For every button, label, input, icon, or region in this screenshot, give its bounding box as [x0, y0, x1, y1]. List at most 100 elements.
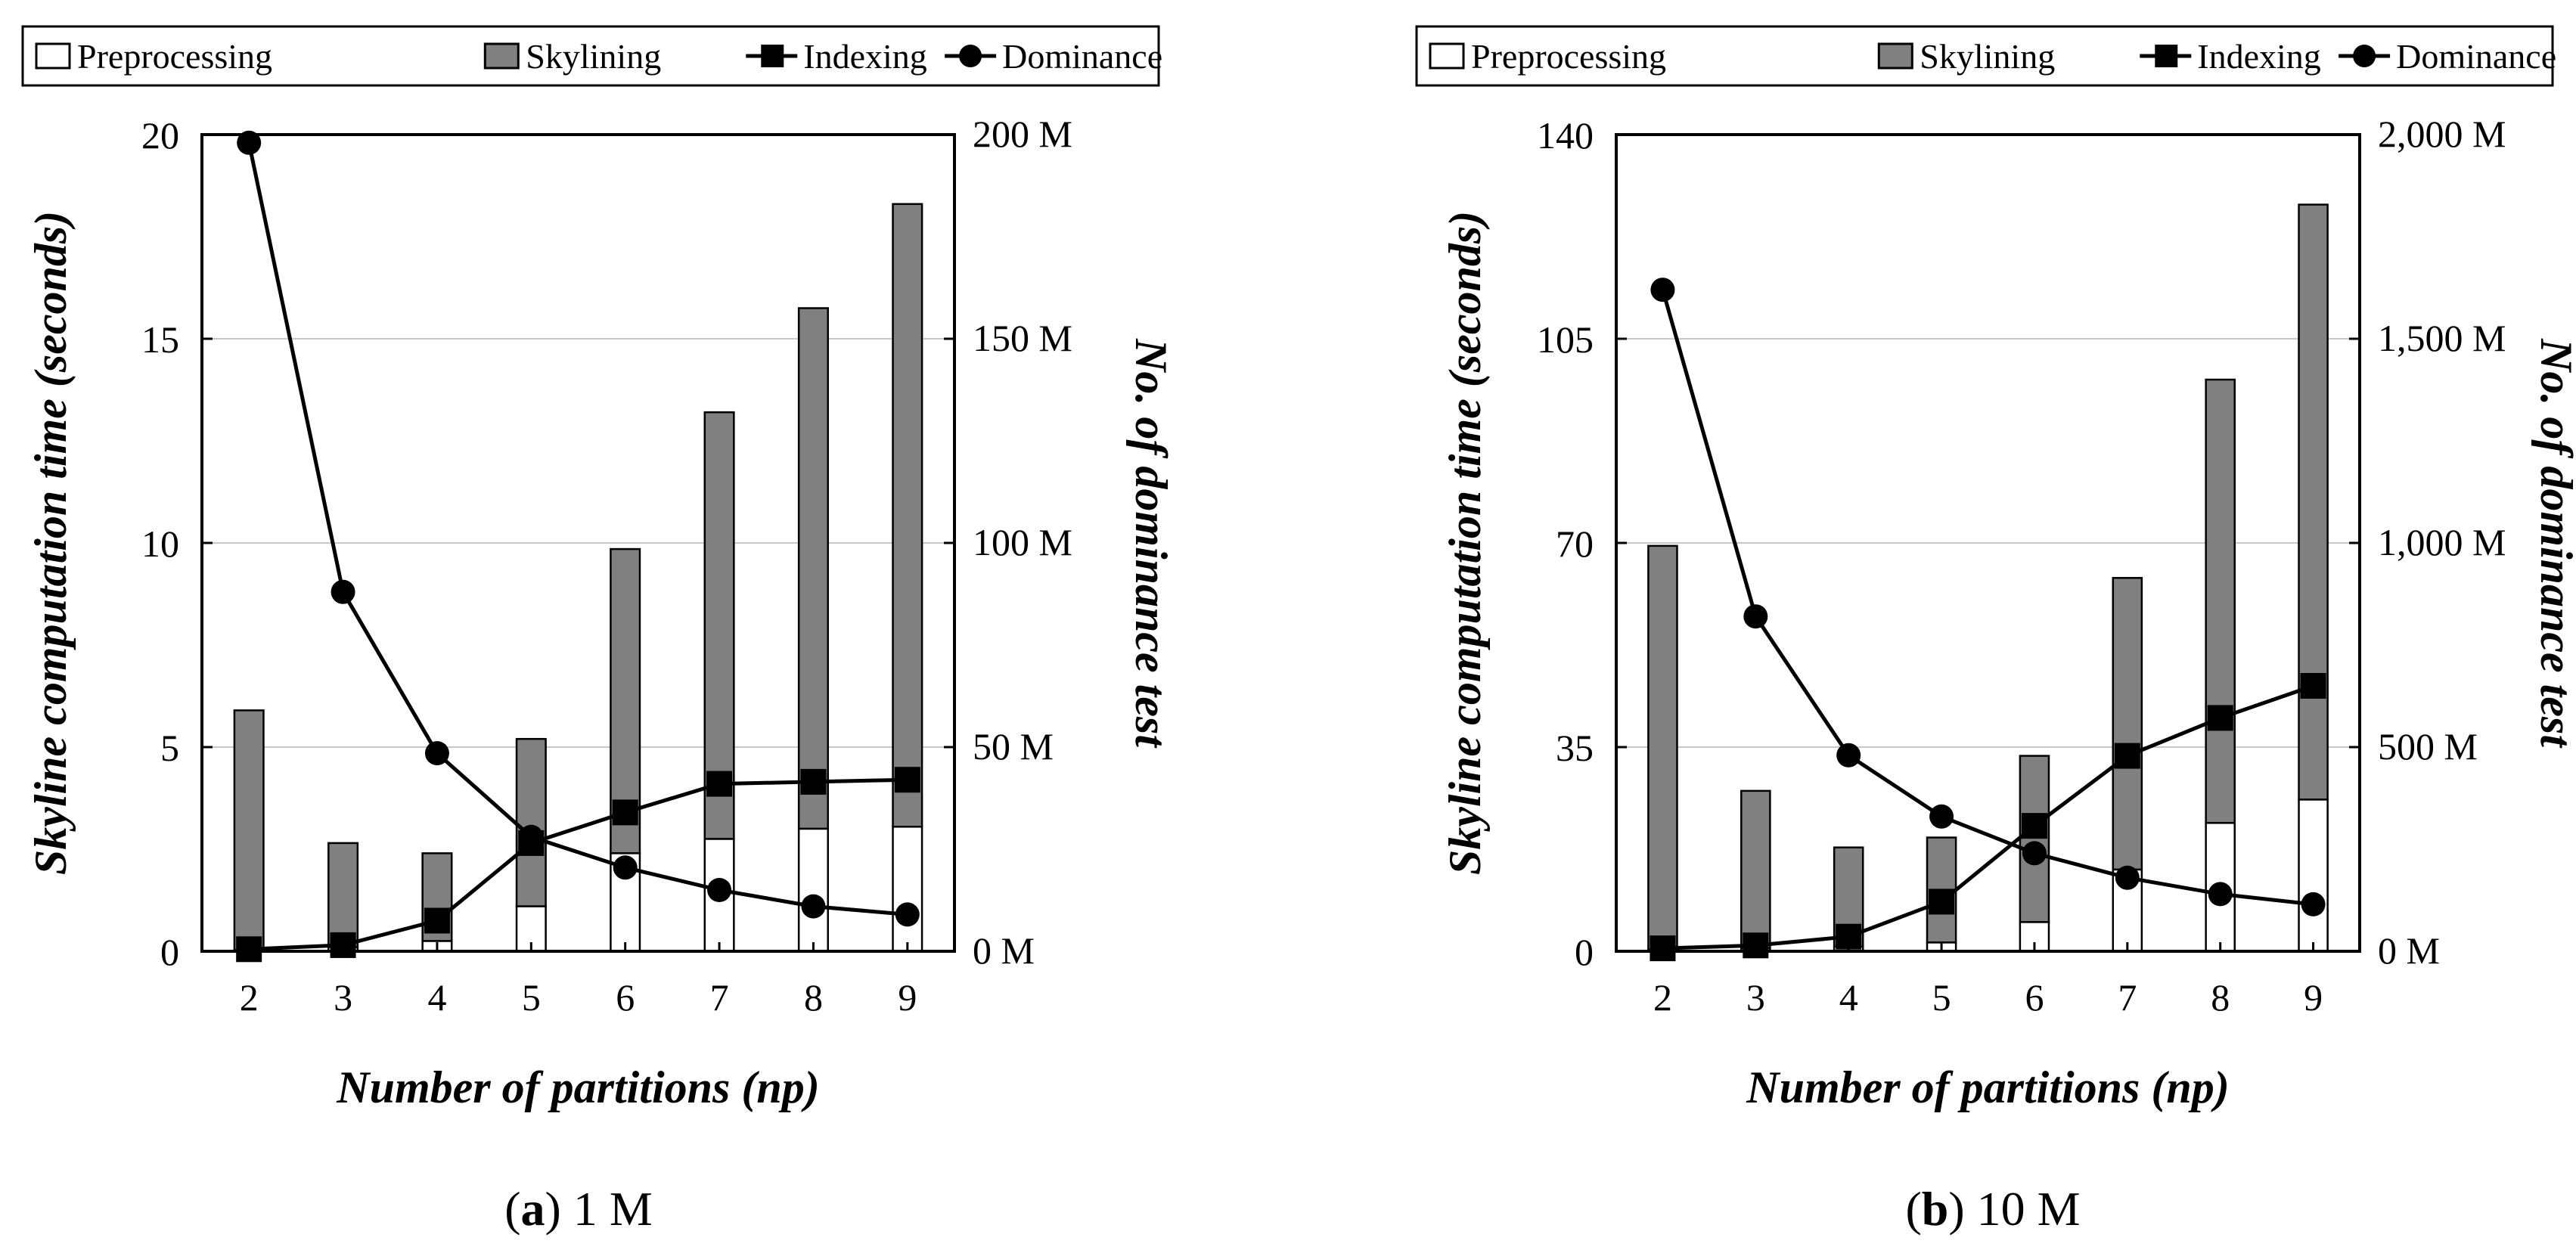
bar-skylining: [892, 203, 923, 828]
x-tick-label: 2: [1653, 976, 1672, 1019]
indexing-point: [800, 768, 827, 795]
line-square-marker-icon: [2155, 45, 2178, 67]
legend-item-preprocessing: Preprocessing: [1429, 37, 1666, 76]
dominance-point: [613, 855, 638, 880]
bar-skylining: [2112, 577, 2143, 871]
indexing-point: [1929, 889, 1955, 915]
x-tick-label: 6: [2025, 976, 2044, 1019]
x-tick-label: 8: [804, 976, 823, 1019]
legend-label: Indexing: [2197, 37, 2321, 76]
caption-letter: a: [521, 1182, 545, 1236]
y2-tick-label: 0 M: [973, 929, 1035, 972]
dominance-point: [519, 824, 544, 849]
dominance-line: [1661, 289, 2314, 907]
white-box-icon: [35, 42, 71, 70]
bar-preprocessing: [892, 826, 923, 953]
bar-skylining: [327, 842, 359, 948]
caption-text: ) 10 M: [1948, 1182, 2080, 1236]
y-tick-label: 0: [1575, 931, 1594, 973]
x-tick-label: 4: [1839, 976, 1858, 1019]
x-axis-title: Number of partitions (np): [1746, 1062, 2229, 1112]
dominance-point: [2115, 865, 2140, 890]
y-axis-title: Skyline computation time (seconds): [26, 211, 76, 875]
indexing-line: [249, 777, 908, 951]
y-tick-label: 140: [1537, 114, 1594, 157]
legend-item-indexing: Indexing: [2140, 37, 2321, 76]
y-tick-label: 5: [160, 727, 179, 769]
dominance-point: [2208, 882, 2233, 907]
x-tick-label: 6: [616, 976, 635, 1019]
legend-item-dominance: Dominance: [2339, 37, 2556, 76]
y2-tick-label: 100 M: [973, 521, 1072, 563]
legend-label: Preprocessing: [1471, 37, 1666, 76]
legend: Preprocessing Skylining Indexing Dominance: [21, 25, 1162, 87]
bar-skylining: [1740, 789, 1771, 950]
legend-label: Skylining: [526, 37, 661, 76]
dominance-point: [1650, 278, 1675, 302]
panel-caption: (a) 1 M: [504, 1182, 653, 1236]
dominance-point: [2301, 892, 2326, 916]
y-tick-label: 105: [1537, 318, 1594, 361]
dominance-point: [1743, 604, 1768, 629]
y2-axis-title: No. of dominance test: [1126, 338, 1176, 749]
legend-item-skylining: Skylining: [483, 37, 661, 76]
y2-tick-label: 1,500 M: [2378, 317, 2506, 359]
dominance-line: [247, 142, 908, 916]
y-tick-label: 35: [1556, 727, 1594, 769]
y-axis-title: Skyline computation time (seconds): [1440, 211, 1490, 875]
bar-skylining: [703, 411, 735, 840]
caption-open: (: [1905, 1182, 1921, 1236]
bar-skylining: [797, 307, 829, 830]
y2-tick-label: 50 M: [973, 725, 1054, 768]
indexing-point: [2114, 743, 2140, 769]
x-tick-label: 9: [898, 976, 917, 1019]
legend-item-indexing: Indexing: [746, 37, 927, 76]
indexing-point: [612, 799, 638, 826]
dominance-point: [895, 902, 920, 927]
gray-box-icon: [483, 42, 520, 70]
y-tick-label: 15: [141, 318, 179, 361]
x-tick-label: 3: [334, 976, 352, 1019]
panel-caption: (b) 10 M: [1905, 1182, 2080, 1236]
x-tick-label: 5: [1932, 976, 1951, 1019]
y2-tick-label: 2,000 M: [2378, 113, 2506, 155]
dominance-point: [237, 130, 262, 155]
x-tick-label: 3: [1746, 976, 1765, 1019]
y-tick-label: 10: [141, 523, 179, 565]
panel-a: Preprocessing Skylining Indexing Dominance 0…: [21, 25, 1176, 1236]
x-axis-title: Number of partitions (np): [336, 1062, 819, 1112]
dominance-point: [1929, 804, 1954, 829]
line-circle-marker-icon: [959, 45, 982, 67]
indexing-point: [2300, 673, 2326, 699]
y2-tick-label: 0 M: [2378, 929, 2440, 972]
x-tick-label: 8: [2211, 976, 2230, 1019]
indexing-point: [706, 771, 733, 797]
white-box-icon: [1429, 42, 1465, 70]
y2-tick-label: 500 M: [2378, 725, 2478, 768]
dominance-point: [331, 579, 355, 604]
caption-letter: b: [1922, 1182, 1949, 1236]
y2-axis-title: No. of dominance test: [2531, 338, 2576, 749]
x-tick-label: 9: [2304, 976, 2323, 1019]
legend-label: Preprocessing: [77, 37, 272, 76]
x-tick-label: 4: [427, 976, 446, 1019]
y2-tick-label: 1,000 M: [2378, 521, 2506, 563]
legend-item-dominance: Dominance: [945, 37, 1162, 76]
x-tick-label: 2: [240, 976, 259, 1019]
caption-open: (: [504, 1182, 520, 1236]
legend-label: Skylining: [1920, 37, 2055, 76]
indexing-point: [894, 767, 920, 793]
bar-skylining: [233, 709, 265, 951]
indexing-line: [1662, 684, 2314, 951]
y-tick-label: 70: [1556, 523, 1594, 565]
line-circle-marker-icon: [2353, 45, 2376, 67]
line-square-marker-icon: [761, 45, 784, 67]
legend-label: Dominance: [2396, 37, 2556, 76]
bar-skylining: [2019, 755, 2050, 923]
y2-tick-label: 200 M: [973, 113, 1072, 155]
indexing-point: [424, 907, 450, 934]
panel-b: Preprocessing Skylining Indexing Dominance 0…: [1415, 25, 2576, 1236]
x-tick-label: 7: [2118, 976, 2137, 1019]
y-tick-label: 20: [141, 114, 179, 157]
